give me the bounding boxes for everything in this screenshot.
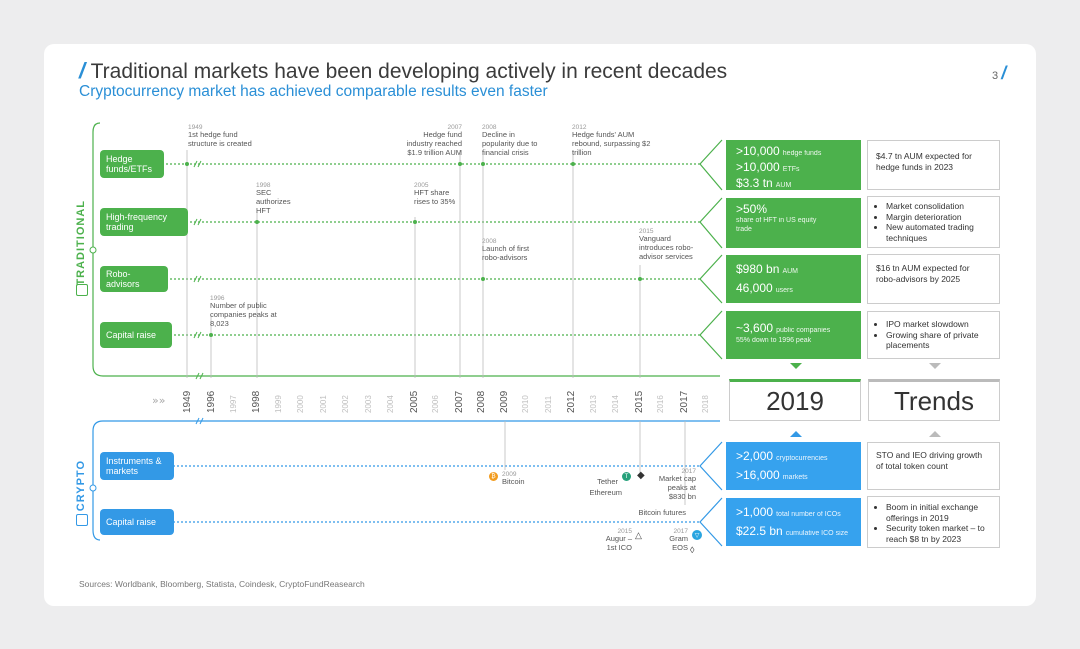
row-capital-raise: Capital raise xyxy=(100,322,172,348)
row-robo-advisors: Robo-advisors xyxy=(100,266,168,292)
axis-year-2007: 2007 xyxy=(453,390,465,413)
axis-year-2015: 2015 xyxy=(633,390,645,413)
annotation-1998: 1998 SEC authorizes HFT xyxy=(256,182,291,215)
metric-hedge-funds: >10,000 hedge funds >10,000 ETFs $3.3 tn… xyxy=(726,140,861,190)
metric-robo: $980 bn AUM 46,000 users xyxy=(726,255,861,303)
annotation-1996: 1996 Number of public companies peaks at … xyxy=(210,295,277,328)
trend-hft: Market consolidationMargin deterioration… xyxy=(867,196,1000,248)
axis-year-1949: 1949 xyxy=(182,390,193,413)
row-instruments-markets: Instruments & markets xyxy=(100,452,174,480)
trend-robo: $16 tn AUM expected for robo-advisors by… xyxy=(867,254,1000,304)
crypto-label: CRYPTO xyxy=(75,460,87,512)
slide-title: / Traditional markets have been developi… xyxy=(79,58,728,83)
metric-ico: >1,000 total number of ICOs $22.5 bn cum… xyxy=(726,498,861,546)
annotation-2017-gram-eos: 2017 Gram EOS xyxy=(669,528,688,553)
metric-hft: >50% share of HFT in US equity trade xyxy=(726,198,861,248)
axis-year-2017: 2017 xyxy=(678,390,690,413)
axis-year-2009: 2009 xyxy=(498,390,510,413)
trend-capital: IPO market slowdownGrowing share of priv… xyxy=(867,311,1000,359)
axis-year-2005: 2005 xyxy=(408,390,420,413)
page-number: 3 / xyxy=(992,63,1007,83)
axis-year-2011: 2011 xyxy=(543,395,553,413)
year-2019-header: 2019 xyxy=(729,379,861,421)
axis-year-2018: 2018 xyxy=(701,395,710,413)
traditional-icon xyxy=(76,284,88,296)
axis-year-2014: 2014 xyxy=(611,395,620,413)
axis-year-2008: 2008 xyxy=(476,390,487,413)
annotation-2015: 2015 Vanguard introduces robo-advisor ser… xyxy=(639,228,694,261)
annotation-2012: 2012 Hedge funds' AUM rebound, surpassing… xyxy=(572,124,651,157)
axis-year-1996: 1996 xyxy=(206,390,217,413)
eos-icon: ◊ xyxy=(690,545,695,555)
gram-icon: ▽ xyxy=(692,530,702,540)
crypto-icon xyxy=(76,514,88,526)
annotation-2008-robo: 2008 Launch of first robo-advisors xyxy=(482,238,530,263)
row-hedge-funds: Hedge funds/ETFs xyxy=(100,150,164,178)
metric-instruments: >2,000 cryptocurrencies >16,000 markets xyxy=(726,442,861,490)
metric-capital: ~3,600 public companies 55% down to 1996… xyxy=(726,311,861,359)
annotation-tether: Tether xyxy=(597,477,618,486)
annotation-2008-hedge: 2008 Decline in popularity due to financi… xyxy=(482,124,538,157)
axis-year-1998: 1998 xyxy=(251,390,262,413)
axis-year-2016: 2016 xyxy=(656,395,665,413)
axis-year-2000: 2000 xyxy=(296,395,305,413)
augur-icon: △ xyxy=(635,530,642,540)
annotation-2009-bitcoin: 2009 Bitcoin xyxy=(502,471,525,487)
sources-note: Sources: Worldbank, Bloomberg, Statista,… xyxy=(79,579,365,589)
axis-year-1999: 1999 xyxy=(273,395,283,413)
bitcoin-icon: ₿ xyxy=(489,472,498,481)
trend-hedge: $4.7 tn AUM expected for hedge funds in … xyxy=(867,140,1000,190)
annotation-bitcoin-futures: Bitcoin futures xyxy=(638,508,686,517)
annotation-2017-marketcap: 2017 Market cap peaks at $830 bn xyxy=(658,468,696,501)
annotation-ethereum: Ethereum xyxy=(589,488,622,497)
annotation-2005: 2005 HFT share rises to 35% xyxy=(414,182,456,207)
axis-year-2013: 2013 xyxy=(588,395,598,413)
ethereum-icon: ◆ xyxy=(637,470,645,481)
axis-year-2012: 2012 xyxy=(566,390,577,413)
annotation-1949: 1949 1st hedge fund structure is created xyxy=(188,124,252,149)
axis-year-1997: 1997 xyxy=(228,395,238,413)
traditional-label: TRADITIONAL xyxy=(75,200,87,286)
axis-year-2006: 2006 xyxy=(431,395,440,413)
trend-ico: Boom in initial exchange offerings in 20… xyxy=(867,496,1000,548)
axis-year-2003: 2003 xyxy=(363,395,373,413)
axis-year-2004: 2004 xyxy=(386,395,395,413)
row-hft: High-frequency trading xyxy=(100,208,188,236)
axis-year-2002: 2002 xyxy=(341,395,350,413)
svg-text:»»: »» xyxy=(152,394,165,407)
trend-instruments: STO and IEO driving growth of total toke… xyxy=(867,442,1000,490)
slide-subtitle: Cryptocurrency market has achieved compa… xyxy=(79,83,548,100)
axis-year-2001: 2001 xyxy=(318,395,328,413)
annotation-2007: 2007 Hedge fund industry reached $1.9 tri… xyxy=(406,124,462,157)
tether-icon: T xyxy=(622,472,631,481)
axis-year-2010: 2010 xyxy=(521,395,530,413)
annotation-2015-augur: 2015 Augur – 1st ICO xyxy=(605,528,632,553)
row-crypto-capital-raise: Capital raise xyxy=(100,509,174,535)
trends-header: Trends xyxy=(868,379,1000,421)
